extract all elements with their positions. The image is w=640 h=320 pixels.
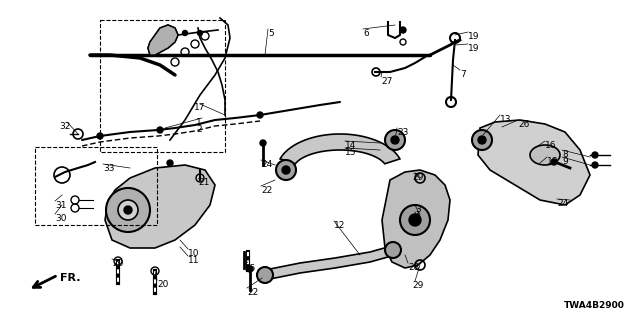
Circle shape (257, 267, 273, 283)
Circle shape (167, 160, 173, 166)
Text: 17: 17 (194, 103, 205, 112)
Text: 29: 29 (412, 281, 424, 290)
Polygon shape (280, 134, 400, 164)
Circle shape (118, 200, 138, 220)
Text: 33: 33 (103, 164, 115, 173)
Text: 6: 6 (363, 29, 369, 38)
Text: 14: 14 (345, 141, 356, 150)
Circle shape (182, 30, 188, 36)
Circle shape (97, 133, 103, 139)
Text: 8: 8 (562, 150, 568, 159)
Text: 15: 15 (345, 148, 356, 157)
Text: 13: 13 (500, 115, 511, 124)
Text: 16: 16 (545, 141, 557, 150)
Text: 30: 30 (55, 214, 67, 223)
Circle shape (391, 136, 399, 144)
Circle shape (276, 160, 296, 180)
Text: 20: 20 (112, 259, 124, 268)
Text: 27: 27 (381, 77, 392, 86)
Polygon shape (105, 165, 215, 248)
Text: TWA4B2900: TWA4B2900 (564, 301, 625, 310)
Text: 4: 4 (415, 212, 420, 221)
Polygon shape (148, 25, 178, 55)
Circle shape (124, 206, 132, 214)
Circle shape (472, 130, 492, 150)
Circle shape (409, 214, 421, 226)
Text: 24: 24 (261, 160, 272, 169)
Text: 5: 5 (268, 29, 274, 38)
Bar (100, 20, 225, 152)
Text: 21: 21 (198, 178, 209, 187)
Text: FR.: FR. (60, 273, 81, 283)
Text: 12: 12 (334, 221, 346, 230)
Circle shape (198, 30, 202, 36)
Text: 19: 19 (468, 32, 479, 41)
Text: 2: 2 (196, 125, 202, 134)
Circle shape (478, 136, 486, 144)
Circle shape (260, 140, 266, 146)
Bar (35, 147, 157, 225)
Circle shape (385, 130, 405, 150)
Text: 26: 26 (518, 120, 529, 129)
Circle shape (400, 205, 430, 235)
Circle shape (106, 188, 150, 232)
Text: 29: 29 (412, 173, 424, 182)
Text: 32: 32 (59, 122, 70, 131)
Circle shape (551, 159, 557, 165)
Text: 11: 11 (188, 256, 200, 265)
Text: 9: 9 (562, 157, 568, 166)
Text: 20: 20 (157, 280, 168, 289)
Circle shape (282, 166, 290, 174)
Ellipse shape (530, 145, 560, 165)
Circle shape (385, 242, 401, 258)
Polygon shape (265, 245, 395, 280)
Circle shape (247, 266, 253, 272)
Text: 31: 31 (55, 201, 67, 210)
Polygon shape (478, 120, 590, 205)
Text: 18: 18 (547, 157, 559, 166)
Circle shape (592, 152, 598, 158)
Text: 3: 3 (415, 205, 420, 214)
Circle shape (157, 127, 163, 133)
Text: 25: 25 (244, 264, 255, 273)
Circle shape (592, 162, 598, 168)
Text: 22: 22 (247, 288, 259, 297)
Text: 7: 7 (460, 70, 466, 79)
Text: 28: 28 (408, 263, 419, 272)
Text: 23: 23 (397, 128, 408, 137)
Text: 22: 22 (261, 186, 272, 195)
Text: 24: 24 (557, 199, 568, 208)
Text: 19: 19 (468, 44, 479, 53)
Text: 1: 1 (196, 118, 202, 127)
Circle shape (257, 112, 263, 118)
Polygon shape (382, 170, 450, 268)
Circle shape (400, 27, 406, 33)
Text: 10: 10 (188, 249, 200, 258)
